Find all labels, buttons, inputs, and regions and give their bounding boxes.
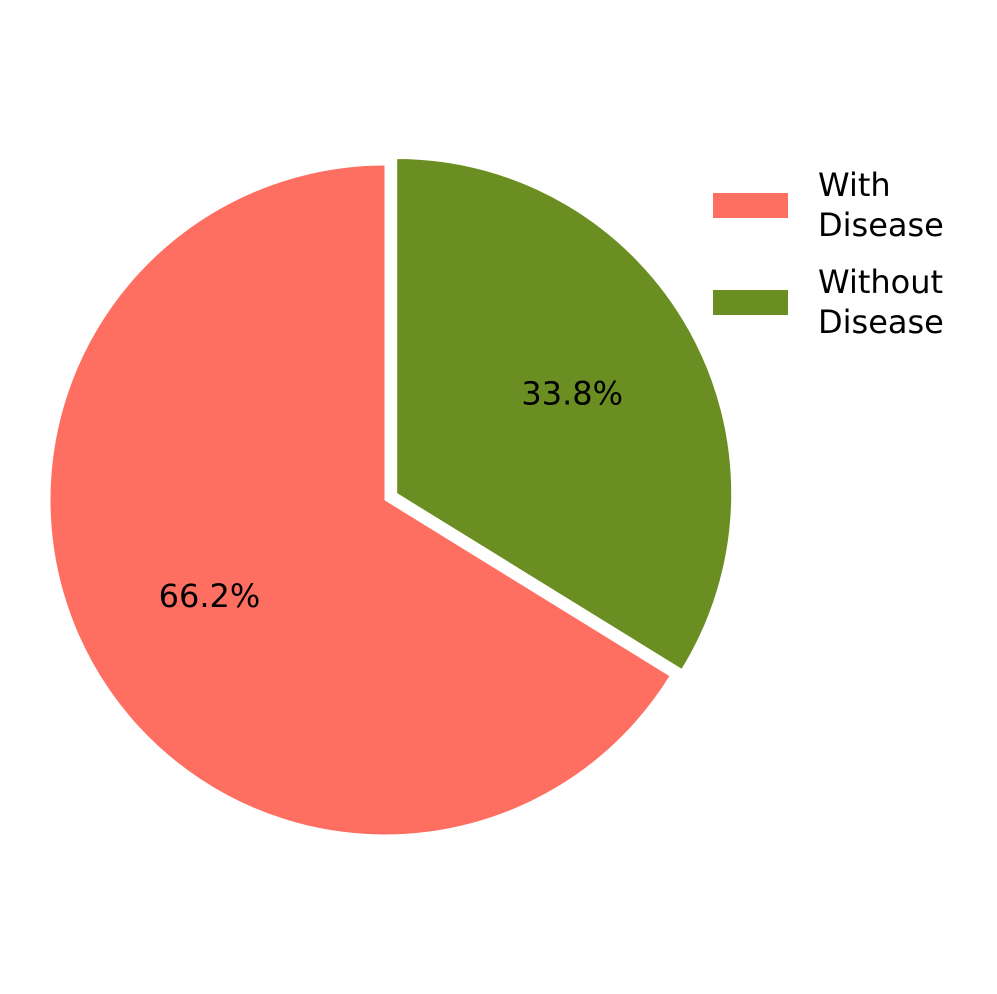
pie-slice	[49, 164, 671, 836]
slice-label: 33.8%	[521, 375, 623, 413]
legend-swatch	[713, 192, 788, 218]
legend-label: Without Disease	[818, 263, 944, 341]
pie-slice	[396, 157, 733, 671]
legend-label: With Disease	[818, 166, 944, 244]
legend-swatch	[713, 289, 788, 315]
legend-entry: Without Disease	[713, 262, 978, 342]
legend-entry: With Disease	[713, 165, 978, 245]
slice-label: 66.2%	[159, 577, 261, 615]
